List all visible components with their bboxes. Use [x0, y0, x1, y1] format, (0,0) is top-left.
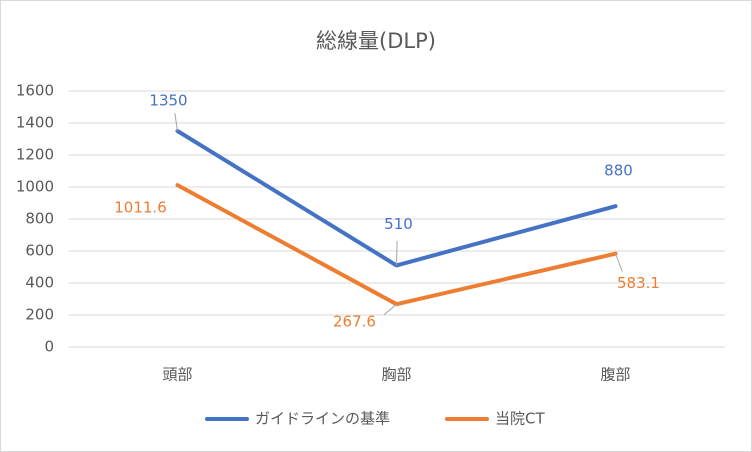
- data-label: 1350: [149, 92, 187, 110]
- y-tick-label: 1600: [16, 82, 54, 100]
- data-label: 583.1: [617, 274, 660, 292]
- data-label: 880: [604, 162, 633, 180]
- x-tick-label: 胸部: [381, 366, 411, 384]
- leader-line: [383, 303, 397, 316]
- y-tick-label: 200: [25, 306, 54, 324]
- data-label: 267.6: [333, 313, 376, 331]
- x-tick-label: 腹部: [600, 366, 630, 384]
- y-tick-label: 1200: [16, 146, 54, 164]
- legend-label: 当院CT: [495, 410, 545, 428]
- data-label: 510: [384, 215, 413, 233]
- leader-line: [396, 240, 398, 266]
- data-label: 1011.6: [114, 199, 167, 217]
- y-tick-label: 1000: [16, 178, 54, 196]
- chart-title: 総線量(DLP): [316, 29, 436, 53]
- y-tick-label: 400: [25, 274, 54, 292]
- y-tick-label: 1400: [16, 114, 54, 132]
- y-tick-label: 600: [25, 242, 54, 260]
- leader-line: [174, 112, 178, 132]
- y-tick-label: 800: [25, 210, 54, 228]
- leader-line: [615, 253, 623, 272]
- x-tick-label: 頭部: [162, 366, 192, 384]
- y-tick-label: 0: [44, 338, 54, 356]
- legend-label: ガイドラインの基準: [255, 410, 390, 428]
